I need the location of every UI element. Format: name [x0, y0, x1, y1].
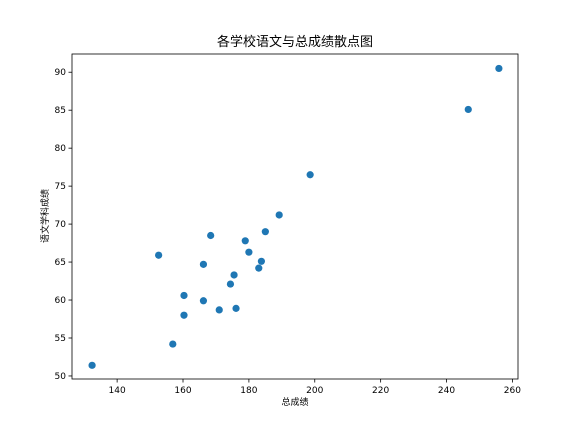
x-tick-label: 160	[174, 386, 191, 396]
y-tick-label: 90	[55, 68, 67, 78]
y-tick-label: 55	[55, 334, 66, 344]
x-tick-label: 220	[372, 386, 389, 396]
scatter-point	[275, 211, 283, 219]
scatter-point	[241, 237, 249, 245]
y-tick-label: 85	[55, 106, 66, 116]
x-tick-label: 240	[438, 386, 455, 396]
scatter-point	[155, 251, 163, 259]
scatter-point	[232, 304, 240, 312]
plot-frame	[71, 53, 519, 380]
scatter-point	[257, 257, 266, 265]
scatter-point	[464, 105, 472, 114]
scatter-point	[180, 291, 188, 300]
scatter-point	[199, 260, 208, 268]
scatter-point	[245, 248, 253, 256]
scatter-point	[230, 271, 238, 279]
x-tick-label: 200	[306, 386, 323, 396]
scatter-point	[226, 280, 235, 288]
scatter-point	[255, 264, 263, 272]
y-tick-label: 70	[55, 220, 67, 230]
scatter-point	[199, 297, 208, 305]
scatter-point	[180, 311, 188, 319]
scatter-point	[207, 231, 215, 240]
scatter-point	[215, 306, 223, 314]
y-tick-label: 65	[55, 258, 66, 268]
scatter-point	[306, 171, 314, 179]
y-tick-label: 80	[55, 144, 67, 154]
plot-area: 140 160 180 200 220 240 260 50 55 60 65 70 75 80 85 90	[55, 53, 521, 396]
y-axis-label: 语文学科成绩	[39, 189, 51, 243]
x-axis-label: 总成绩	[281, 396, 308, 408]
scatter-point	[495, 64, 503, 73]
y-tick-label: 60	[55, 296, 67, 306]
scatter-point	[261, 228, 269, 236]
y-tick-label: 75	[55, 182, 66, 192]
chart-title: 各学校语文与总成绩散点图	[217, 34, 373, 50]
scatter-point	[169, 340, 177, 348]
scatter-point	[88, 361, 96, 369]
x-tick-label: 140	[109, 386, 126, 396]
x-tick-label: 180	[240, 386, 257, 396]
x-tick-label: 260	[504, 386, 521, 396]
y-tick-label: 50	[55, 372, 67, 382]
